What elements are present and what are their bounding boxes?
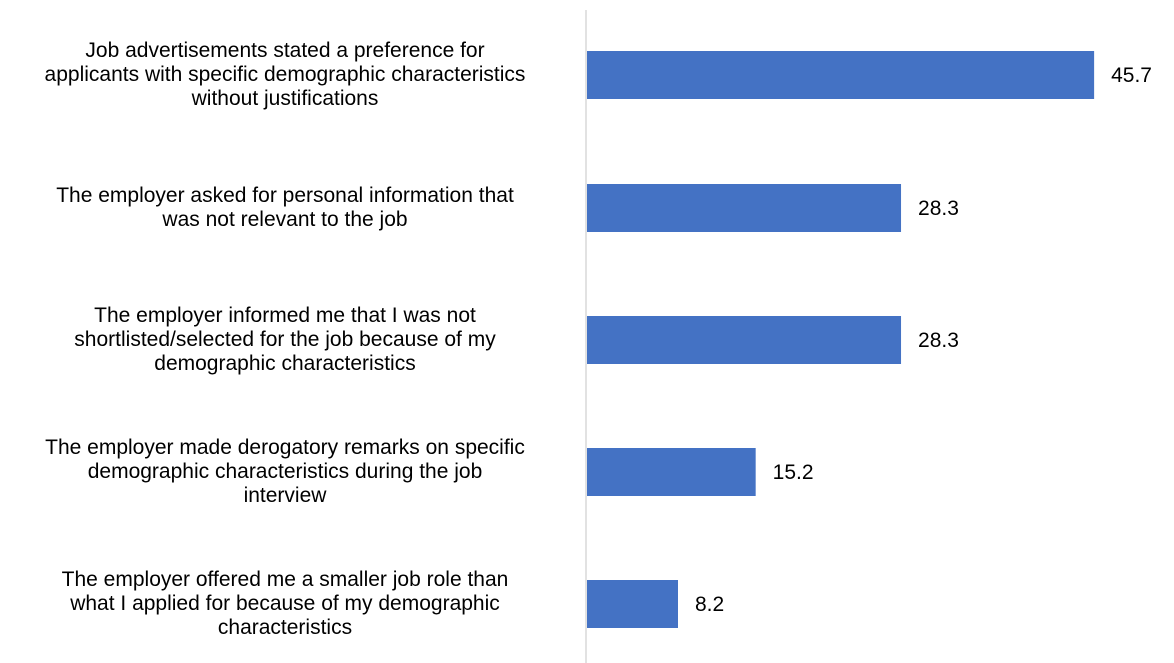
category-label-5: The employer offered me a smaller job ro…: [2, 568, 568, 640]
category-label-line: demographic characteristics during the j…: [87, 460, 483, 483]
category-label-line: The employer offered me a smaller job ro…: [61, 568, 509, 591]
category-label-line: Job advertisements stated a preference f…: [85, 39, 485, 62]
category-label-line: what I applied for because of my demogra…: [70, 592, 500, 615]
category-label-line: applicants with specific demographic cha…: [44, 63, 526, 86]
category-label-line: interview: [243, 484, 327, 507]
bar-4: [587, 448, 756, 496]
category-label-line: shortlisted/selected for the job because…: [74, 328, 496, 351]
bar-3: [587, 316, 902, 364]
category-label-3: The employer informed me that I was not s…: [2, 304, 568, 376]
category-label-line: characteristics: [217, 616, 353, 639]
category-label-line: demographic characteristics: [154, 352, 416, 375]
category-label-line: The employer asked for personal informat…: [56, 184, 514, 207]
bar-1: [587, 51, 1095, 99]
value-label-3: 28.3: [918, 329, 959, 352]
category-label-line: The employer made derogatory remarks on …: [45, 436, 525, 459]
category-label-2: The employer asked for personal informat…: [2, 184, 568, 232]
value-label-1: 45.7: [1111, 64, 1152, 87]
category-label-line: The employer informed me that I was not: [94, 304, 476, 327]
category-label-line: without justifications: [191, 87, 379, 110]
value-label-2: 28.3: [918, 197, 959, 220]
bar-5: [587, 580, 678, 628]
value-label-4: 15.2: [773, 461, 814, 484]
value-label-5: 8.2: [695, 593, 724, 616]
category-label-1: Job advertisements stated a preference f…: [2, 39, 568, 111]
category-label-line: was not relevant to the job: [162, 208, 408, 231]
bar-2: [587, 184, 902, 232]
category-label-4: The employer made derogatory remarks on …: [2, 436, 568, 508]
